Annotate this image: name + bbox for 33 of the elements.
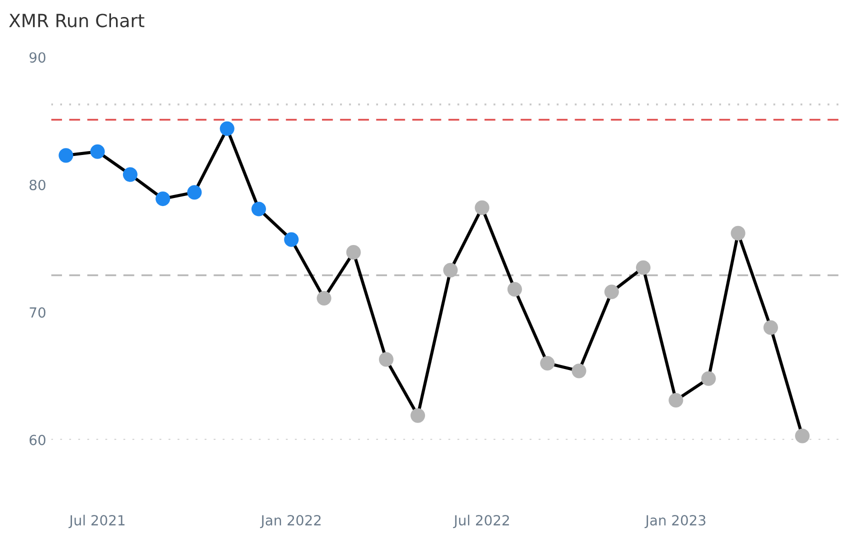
point [604, 284, 619, 300]
point [284, 232, 299, 247]
point [378, 352, 394, 367]
y-tick-label: 90 [30, 52, 46, 63]
point [251, 202, 266, 216]
y-tick-label: 60 [30, 434, 46, 446]
chart-title: XMR Run Chart [9, 13, 144, 28]
point [58, 148, 74, 163]
point [507, 282, 522, 297]
point [220, 121, 234, 136]
point [122, 167, 138, 182]
x-tick-label: Jan 2022 [260, 515, 321, 528]
y-tick-label: 80 [30, 180, 46, 190]
point [90, 144, 105, 159]
point [795, 428, 810, 444]
point [636, 260, 651, 275]
point [316, 290, 332, 306]
x-tick-label: Jan 2023 [644, 515, 706, 528]
point [730, 226, 746, 240]
point [474, 200, 490, 215]
point [443, 262, 458, 278]
point [763, 320, 778, 335]
point [346, 245, 361, 260]
point [156, 191, 170, 206]
point [540, 356, 555, 371]
x-tick-label: Jul 2022 [453, 514, 509, 528]
point [668, 392, 684, 408]
y-tick-label: 70 [30, 307, 46, 318]
point [187, 185, 202, 200]
point [410, 408, 426, 423]
point [572, 364, 586, 378]
x-tick-label: Jul 2021 [68, 514, 125, 528]
point [701, 371, 716, 386]
